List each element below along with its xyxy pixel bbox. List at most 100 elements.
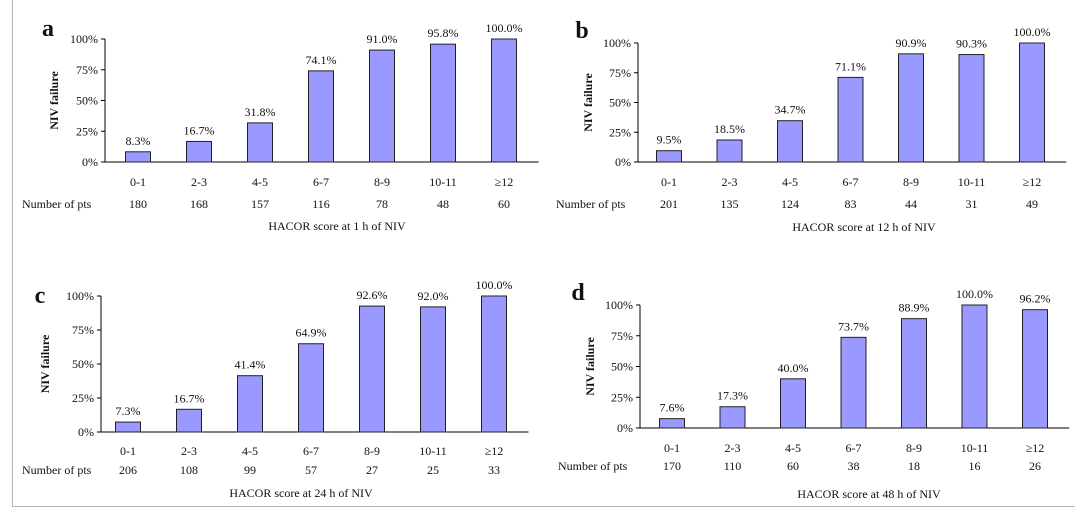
data-label: 90.3% bbox=[956, 37, 987, 51]
bar-4-5 bbox=[238, 376, 263, 432]
pts-count: 38 bbox=[848, 459, 860, 473]
pts-count: 168 bbox=[190, 197, 208, 211]
x-category-label: 4-5 bbox=[782, 175, 798, 189]
y-tick-label: 25% bbox=[611, 390, 633, 404]
data-label: 100.0% bbox=[476, 278, 513, 292]
pts-count: 57 bbox=[305, 463, 317, 477]
bar-8-9 bbox=[902, 319, 927, 428]
data-label: 100.0% bbox=[486, 21, 523, 35]
x-category-label: 10-11 bbox=[961, 441, 989, 455]
data-label: 100.0% bbox=[1014, 25, 1051, 39]
bar-≥12 bbox=[1020, 43, 1045, 162]
panel-label-a: a bbox=[42, 16, 54, 42]
y-tick-label: 0% bbox=[78, 425, 94, 439]
bar-≥12 bbox=[1023, 310, 1048, 428]
pts-count: 31 bbox=[966, 197, 978, 211]
pts-count: 116 bbox=[312, 197, 330, 211]
pts-count: 110 bbox=[724, 459, 742, 473]
bar-2-3 bbox=[717, 140, 742, 162]
pts-count: 124 bbox=[781, 197, 799, 211]
x-category-label: 8-9 bbox=[903, 175, 919, 189]
y-tick-label: 25% bbox=[76, 124, 98, 138]
data-label: 88.9% bbox=[899, 301, 930, 315]
x-category-label: ≥12 bbox=[495, 175, 514, 189]
data-label: 92.6% bbox=[357, 288, 388, 302]
data-label: 41.4% bbox=[235, 358, 266, 372]
x-category-label: 2-3 bbox=[181, 444, 197, 458]
bar-0-1 bbox=[660, 419, 685, 428]
x-category-label: 8-9 bbox=[364, 444, 380, 458]
y-tick-label: 100% bbox=[70, 32, 98, 46]
pts-count: 49 bbox=[1026, 197, 1038, 211]
x-category-label: 4-5 bbox=[252, 175, 268, 189]
pts-count: 157 bbox=[251, 197, 269, 211]
bar-≥12 bbox=[492, 39, 517, 162]
pts-count: 25 bbox=[427, 463, 439, 477]
y-tick-label: 50% bbox=[611, 360, 633, 374]
bar-10-11 bbox=[962, 305, 987, 428]
data-label: 17.3% bbox=[717, 389, 748, 403]
bar-4-5 bbox=[781, 379, 806, 428]
x-axis-title: HACOR score at 1 h of NIV bbox=[268, 219, 406, 233]
bar-2-3 bbox=[187, 141, 212, 162]
data-label: 96.2% bbox=[1020, 292, 1051, 306]
x-category-label: 4-5 bbox=[242, 444, 258, 458]
pts-count: 99 bbox=[244, 463, 256, 477]
x-category-label: ≥12 bbox=[485, 444, 504, 458]
pts-count: 180 bbox=[129, 197, 147, 211]
y-tick-label: 25% bbox=[609, 125, 631, 139]
pts-count: 206 bbox=[119, 463, 137, 477]
bar-8-9 bbox=[899, 54, 924, 162]
x-category-label: 6-7 bbox=[313, 175, 329, 189]
x-category-label: 6-7 bbox=[846, 441, 862, 455]
x-category-label: 0-1 bbox=[120, 444, 136, 458]
y-tick-label: 50% bbox=[76, 94, 98, 108]
pts-count: 27 bbox=[366, 463, 378, 477]
y-tick-label: 75% bbox=[72, 323, 94, 337]
y-axis-title: NIV failure bbox=[583, 337, 597, 396]
x-axis-title: HACOR score at 12 h of NIV bbox=[792, 220, 936, 234]
data-label: 64.9% bbox=[296, 326, 327, 340]
data-label: 74.1% bbox=[306, 53, 337, 67]
y-axis-title: NIV failure bbox=[47, 71, 61, 130]
pts-count: 108 bbox=[180, 463, 198, 477]
y-tick-label: 75% bbox=[76, 63, 98, 77]
bar-10-11 bbox=[959, 55, 984, 162]
bar-8-9 bbox=[360, 306, 385, 432]
panel-label-b: b bbox=[575, 18, 588, 44]
x-category-label: 2-3 bbox=[722, 175, 738, 189]
bar-6-7 bbox=[309, 71, 334, 162]
x-category-label: 2-3 bbox=[191, 175, 207, 189]
data-label: 40.0% bbox=[778, 361, 809, 375]
data-label: 16.7% bbox=[184, 123, 215, 137]
y-tick-label: 25% bbox=[72, 391, 94, 405]
x-category-label: 0-1 bbox=[664, 441, 680, 455]
bar-2-3 bbox=[720, 407, 745, 428]
pts-row-label: Number of pts bbox=[22, 463, 92, 477]
x-category-label: 6-7 bbox=[843, 175, 859, 189]
pts-row-label: Number of pts bbox=[556, 197, 626, 211]
x-category-label: 0-1 bbox=[130, 175, 146, 189]
data-label: 95.8% bbox=[428, 26, 459, 40]
x-axis-title: HACOR score at 24 h of NIV bbox=[229, 486, 373, 500]
y-tick-label: 0% bbox=[82, 155, 98, 169]
pts-count: 33 bbox=[488, 463, 500, 477]
y-axis-title: NIV failure bbox=[581, 73, 595, 132]
figure: a0%25%50%75%100%NIV failure8.3%0-118016.… bbox=[0, 0, 1080, 509]
x-category-label: 2-3 bbox=[725, 441, 741, 455]
x-category-label: 10-11 bbox=[429, 175, 457, 189]
panel-label-c: c bbox=[35, 283, 46, 309]
data-label: 18.5% bbox=[714, 122, 745, 136]
x-category-label: ≥12 bbox=[1023, 175, 1042, 189]
x-category-label: 8-9 bbox=[374, 175, 390, 189]
bar-0-1 bbox=[657, 151, 682, 162]
x-category-label: 10-11 bbox=[419, 444, 447, 458]
bar-6-7 bbox=[841, 337, 866, 428]
y-tick-label: 100% bbox=[605, 298, 633, 312]
pts-count: 60 bbox=[787, 459, 799, 473]
bar-4-5 bbox=[248, 123, 273, 162]
bar-4-5 bbox=[778, 121, 803, 162]
y-tick-label: 100% bbox=[603, 36, 631, 50]
bar-0-1 bbox=[116, 422, 141, 432]
y-tick-label: 0% bbox=[615, 155, 631, 169]
